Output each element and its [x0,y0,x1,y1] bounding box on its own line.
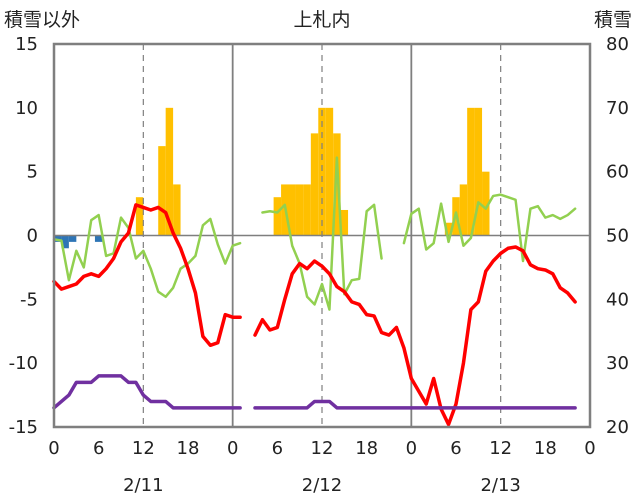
wind-line [261,156,383,311]
snowfall-bar [288,184,296,236]
x-hour-tick-label: 12 [132,438,155,459]
left-y-tick-label: 10 [15,98,38,119]
snowfall-bar [333,133,341,236]
x-hour-tick-label: 12 [489,438,512,459]
x-hour-tick-label: 12 [311,438,334,459]
x-hour-tick-label: 6 [272,438,283,459]
snow_depth-line [253,399,577,410]
precip-bar [68,235,77,242]
x-hour-tick-label: 6 [450,438,461,459]
left-y-tick-label: 15 [15,34,38,55]
left-y-tick-label: -5 [20,289,38,310]
right-y-tick-labels: 80 70 60 50 40 30 20 [606,34,629,438]
snowfall-bar [303,184,311,236]
left-y-tick-label: 0 [27,226,38,247]
snowfall-bar [444,222,453,236]
precip-bar [94,235,103,242]
temperature-line [52,203,242,348]
x-hour-tick-label: 0 [48,438,59,459]
right-y-tick-label: 80 [606,34,629,55]
snowfall-bar [474,107,483,236]
snowfall-bar [295,184,304,236]
x-hour-tick-label: 18 [177,438,200,459]
snowfall-bar [325,107,334,236]
snowfall-bar [482,171,490,236]
wind-line [52,213,242,299]
temperature-line [253,245,577,427]
snowfall-bar [173,184,181,236]
chart-title: 上札内 [293,9,350,31]
date-labels: 2/11 2/12 2/13 [123,475,521,496]
precip-bar [54,235,62,242]
snowfall-bar [467,107,475,236]
plot-border [52,42,592,429]
snow_depth-line [52,374,242,410]
left-y-tick-label: 5 [27,162,38,183]
snowfall-bar [310,133,319,236]
line-layer [52,156,577,427]
date-label: 2/12 [302,475,342,496]
left-axis-title: 積雪以外 [4,9,80,31]
x-hour-tick-label: 6 [93,438,104,459]
grid-layer [54,44,590,427]
plot-frame [52,42,592,429]
snowfall-bar [459,184,468,236]
snowfall-bar [165,107,174,236]
x-hour-tick-label: 18 [534,438,557,459]
left-y-tick-label: -15 [9,417,38,438]
right-y-tick-label: 30 [606,353,629,374]
date-label: 2/11 [123,475,163,496]
right-y-tick-label: 60 [606,162,629,183]
snowfall-bar [135,197,144,236]
snowfall-bar [340,209,349,236]
right-y-tick-label: 20 [606,417,629,438]
wind-line [402,193,577,263]
snowfall-bar [273,197,282,236]
x-hour-tick-labels: 0 6 12 18 0 6 12 18 0 6 12 18 0 [48,438,595,459]
snowfall-bar [158,146,166,236]
right-axis-title: 積雪 [594,9,632,31]
x-hour-tick-label: 0 [406,438,417,459]
left-y-tick-labels: 15 10 5 0 -5 -10 -15 [9,34,38,438]
right-y-tick-label: 70 [606,98,629,119]
right-y-tick-label: 40 [606,289,629,310]
right-y-tick-label: 50 [606,226,629,247]
x-hour-tick-label: 18 [355,438,378,459]
x-hour-tick-label: 0 [227,438,238,459]
left-y-tick-label: -10 [9,353,38,374]
snowfall-bar [318,107,326,236]
precip-bar [61,235,69,249]
date-label: 2/13 [480,475,520,496]
x-hour-tick-label: 0 [584,438,595,459]
